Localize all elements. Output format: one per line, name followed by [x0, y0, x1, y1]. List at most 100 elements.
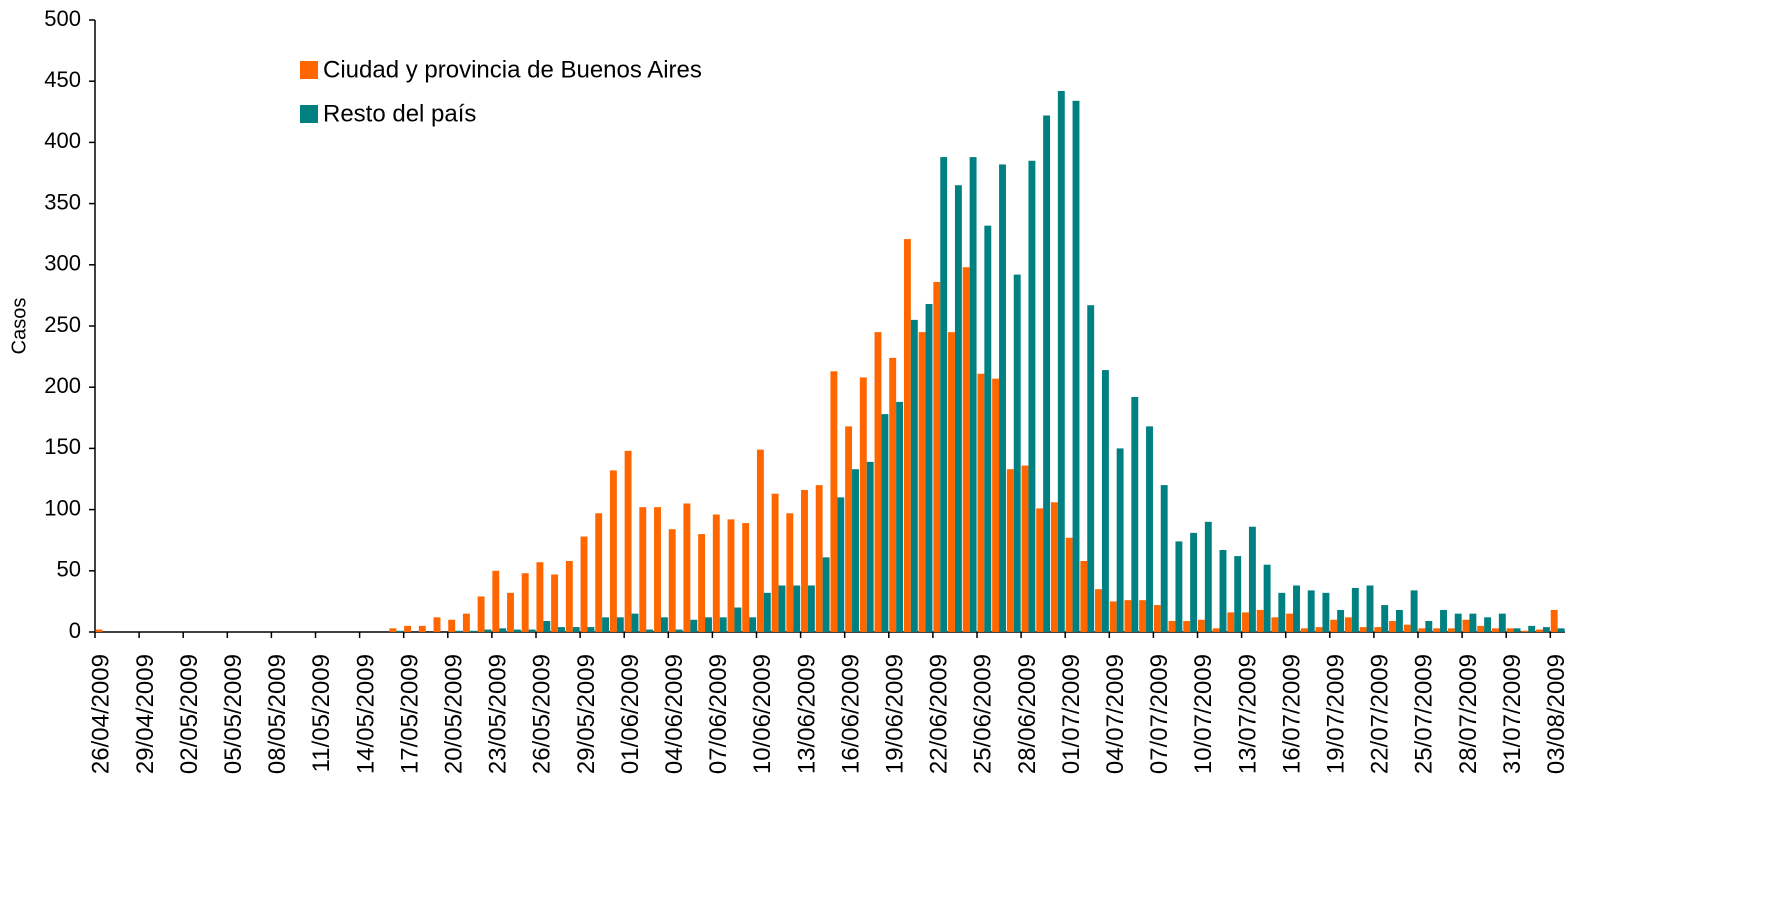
bar	[1204, 521, 1212, 632]
bar	[1389, 620, 1396, 632]
bar	[660, 617, 668, 632]
x-tick-label: 03/08/2009	[1543, 654, 1570, 774]
bar	[1337, 609, 1345, 632]
bar	[624, 450, 632, 632]
x-tick-label: 22/07/2009	[1367, 654, 1394, 774]
bar	[1418, 628, 1426, 632]
bar	[807, 585, 815, 632]
bar	[889, 357, 897, 632]
x-tick-label: 23/05/2009	[485, 654, 512, 774]
x-tick-label: 20/05/2009	[440, 654, 467, 774]
bar	[962, 267, 970, 632]
bar	[1425, 620, 1433, 632]
bar	[1116, 448, 1124, 632]
bar	[1307, 590, 1315, 632]
x-tick-label: 25/07/2009	[1411, 654, 1438, 774]
bar	[462, 613, 470, 632]
bar	[1469, 613, 1477, 632]
bar	[866, 461, 874, 632]
x-tick-label: 16/06/2009	[837, 654, 864, 774]
x-tick-label: 08/05/2009	[264, 654, 291, 774]
y-tick-label: 100	[44, 495, 81, 520]
bar	[1366, 585, 1374, 632]
bar	[1256, 609, 1264, 632]
x-tick-label: 10/07/2009	[1190, 654, 1217, 774]
bar	[1242, 612, 1249, 632]
bar	[1344, 617, 1352, 632]
bar	[992, 378, 1000, 632]
bar	[616, 617, 624, 632]
bar	[1315, 627, 1323, 632]
bar	[95, 629, 103, 632]
bar	[543, 620, 551, 632]
bar	[1374, 627, 1382, 632]
x-tick-label: 26/05/2009	[529, 654, 556, 774]
bar	[1263, 564, 1271, 632]
x-tick-label: 25/06/2009	[970, 654, 997, 774]
bar	[1080, 561, 1088, 632]
bar	[1454, 613, 1462, 632]
bar	[595, 513, 603, 632]
x-tick-label: 31/07/2009	[1499, 654, 1526, 774]
bar	[602, 617, 610, 632]
bar	[1521, 630, 1529, 632]
bar	[1484, 617, 1492, 632]
y-tick-label: 350	[44, 189, 81, 214]
bar	[1322, 592, 1330, 632]
bar	[1021, 465, 1029, 632]
bar	[801, 490, 808, 632]
bar	[1286, 613, 1294, 632]
bar	[389, 628, 397, 632]
bar	[1248, 526, 1256, 632]
bar	[572, 627, 580, 632]
bar	[786, 513, 794, 632]
bar	[683, 503, 691, 632]
x-tick-label: 13/06/2009	[793, 654, 820, 774]
bar	[1234, 556, 1242, 632]
y-tick-label: 250	[44, 312, 81, 337]
bar	[668, 529, 676, 632]
legend-label: Resto del país	[323, 100, 476, 127]
bar	[455, 630, 463, 632]
bar	[1271, 617, 1279, 632]
bar	[418, 625, 426, 632]
bar	[1109, 601, 1117, 632]
y-tick-label: 50	[57, 557, 81, 582]
bar	[1065, 537, 1073, 632]
bar	[1293, 585, 1300, 632]
bar	[1359, 627, 1367, 632]
bar	[977, 373, 985, 632]
bar	[507, 592, 514, 632]
bar	[1183, 620, 1191, 632]
bar	[499, 628, 507, 632]
bar	[1212, 628, 1220, 632]
bar	[1477, 625, 1485, 632]
bar	[1528, 625, 1536, 632]
bar	[404, 625, 412, 632]
bar	[1146, 426, 1153, 632]
bar	[639, 507, 647, 632]
bar	[1498, 613, 1506, 632]
bar	[1095, 589, 1102, 632]
bar	[1410, 590, 1418, 632]
y-tick-label: 150	[44, 434, 81, 459]
y-tick-label: 450	[44, 67, 81, 92]
x-tick-label: 19/07/2009	[1322, 654, 1349, 774]
bar	[763, 592, 771, 632]
bar	[734, 607, 742, 632]
bar	[896, 401, 904, 632]
bar	[558, 627, 565, 632]
bar	[1381, 605, 1389, 632]
bar	[1175, 541, 1183, 632]
bar	[1395, 609, 1403, 632]
x-tick-label: 19/06/2009	[881, 654, 908, 774]
bar	[492, 570, 500, 632]
y-tick-label: 500	[44, 6, 81, 31]
bar	[698, 534, 706, 632]
bar	[448, 619, 456, 632]
bar	[580, 536, 588, 632]
bar	[484, 629, 492, 632]
legend-swatch	[300, 61, 318, 79]
bar	[925, 303, 933, 632]
